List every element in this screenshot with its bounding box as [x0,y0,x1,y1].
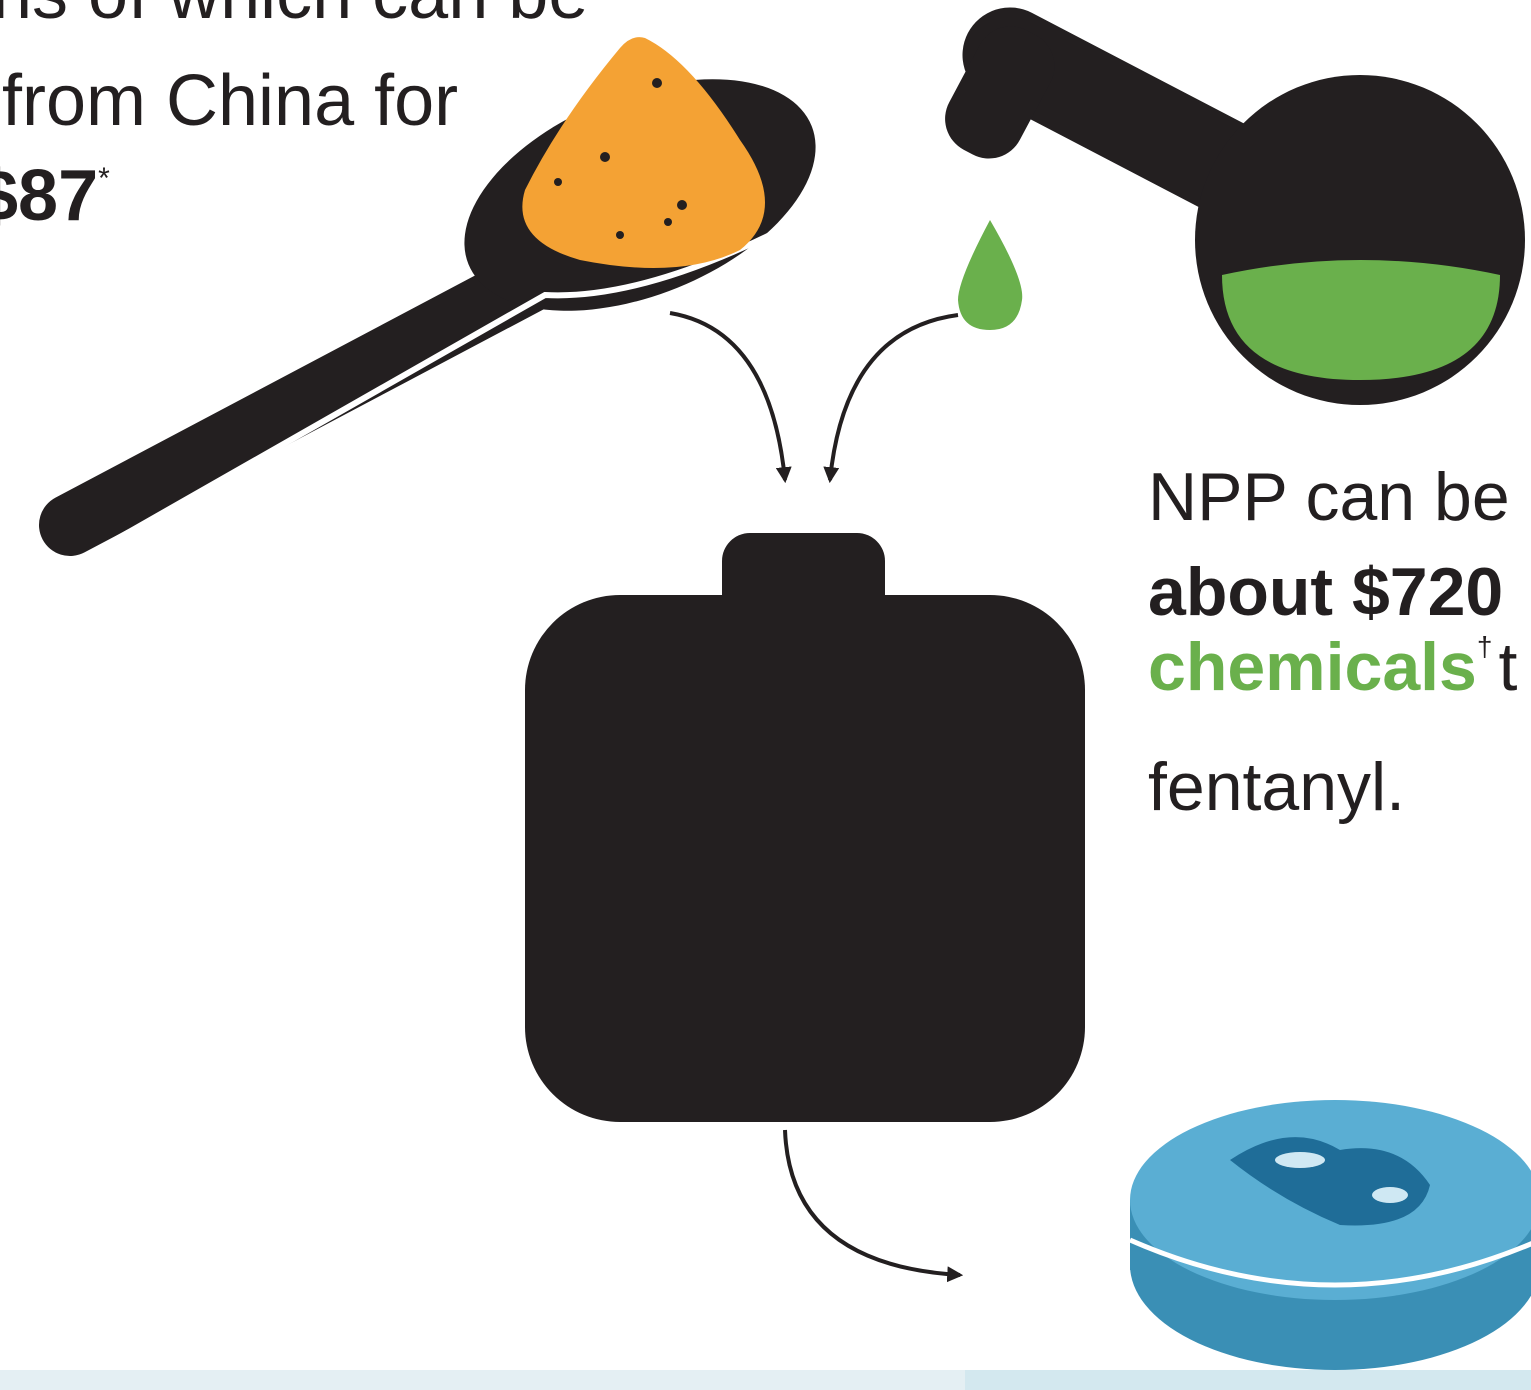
right-line-1: NPP can be c [1148,459,1531,535]
right-rest: t [1498,629,1517,705]
bottom-strip-right [965,1370,1531,1390]
left-line-1: ns of which can be [0,0,588,34]
arrows [669,311,964,1283]
right-line-3: chemicals†t [1148,629,1517,705]
drop [958,220,1023,330]
left-line-2: from China for [2,61,458,141]
highlight: chemicals [1148,629,1477,705]
footnote-mark: * [98,162,110,195]
spoon [39,37,816,556]
price: $87 [0,156,98,236]
left-price: $87* [0,156,110,236]
container [525,533,1085,1122]
flask [945,7,1525,405]
footnote-mark: † [1477,631,1493,662]
pill [1128,1100,1531,1370]
right-line-2: about $720 [1148,554,1503,630]
right-line-4: fentanyl. [1148,749,1405,825]
